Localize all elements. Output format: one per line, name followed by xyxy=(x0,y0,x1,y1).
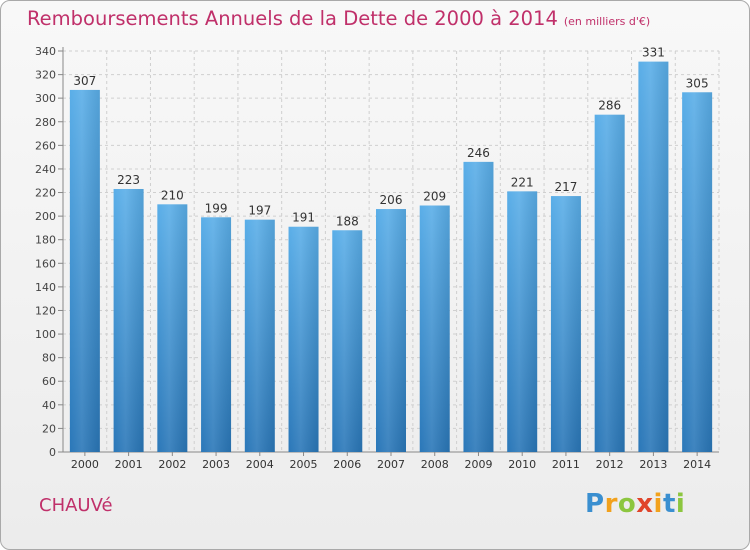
y-tick-label: 300 xyxy=(35,92,56,105)
bar-shade-2001 xyxy=(113,188,144,452)
commune-name: CHAUVé xyxy=(39,495,113,516)
value-label: 246 xyxy=(467,146,490,160)
x-tick-label: 2006 xyxy=(333,458,361,471)
x-tick-label: 2014 xyxy=(683,458,711,471)
y-tick-label: 20 xyxy=(42,422,56,435)
y-tick-label: 120 xyxy=(35,304,56,317)
y-tick-label: 0 xyxy=(49,446,56,459)
value-label: 307 xyxy=(73,74,96,88)
bar-shade-2000 xyxy=(69,89,100,452)
x-tick-label: 2008 xyxy=(421,458,449,471)
bar-shade-2008 xyxy=(419,205,450,452)
y-tick-label: 160 xyxy=(35,257,56,270)
x-tick-label: 2001 xyxy=(115,458,143,471)
bar-shade-2011 xyxy=(550,196,581,452)
proxiti-logo: Proxiti xyxy=(585,489,686,519)
bar-shade-2014 xyxy=(682,92,713,452)
value-label: 286 xyxy=(598,99,621,113)
value-label: 223 xyxy=(117,173,140,187)
x-tick-label: 2009 xyxy=(464,458,492,471)
y-tick-label: 40 xyxy=(42,399,56,412)
value-label: 305 xyxy=(686,76,709,90)
x-tick-label: 2002 xyxy=(158,458,186,471)
bar-shade-2007 xyxy=(376,209,406,452)
bar-shade-2004 xyxy=(244,219,275,452)
bar-shade-2003 xyxy=(201,217,232,452)
x-tick-label: 2003 xyxy=(202,458,230,471)
chart-title: Remboursements Annuels de la Dette de 20… xyxy=(27,7,650,30)
value-label: 331 xyxy=(642,46,665,60)
labels: 307 2000 223 2001 210 2002 199 2003 197 2004 191 20… xyxy=(71,46,711,471)
bar-shade-2009 xyxy=(463,161,494,453)
x-tick-label: 2000 xyxy=(71,458,99,471)
y-tick-label: 80 xyxy=(42,352,56,365)
y-tick-label: 60 xyxy=(42,375,56,388)
value-label: 199 xyxy=(205,201,228,215)
bar-shade-2002 xyxy=(157,204,188,452)
y-tick-label: 240 xyxy=(35,163,56,176)
y-tick-label: 200 xyxy=(35,210,56,223)
bar-shade-2006 xyxy=(332,230,363,452)
value-label: 197 xyxy=(248,204,271,218)
bar-shade-2010 xyxy=(507,191,538,452)
x-tick-label: 2007 xyxy=(377,458,405,471)
value-label: 217 xyxy=(554,180,577,194)
y-tick-label: 280 xyxy=(35,116,56,129)
y-tick-label: 140 xyxy=(35,281,56,294)
chart-unit: (en milliers d'€) xyxy=(563,15,651,28)
y-tick-label: 180 xyxy=(35,234,56,247)
y-tick-label: 220 xyxy=(35,187,56,200)
chart-title-text: Remboursements Annuels de la Dette de 20… xyxy=(27,7,558,30)
bar-shade-2005 xyxy=(288,226,319,452)
y-tick-label: 260 xyxy=(35,139,56,152)
value-label: 206 xyxy=(380,193,403,207)
x-tick-label: 2004 xyxy=(246,458,274,471)
y-tick-label: 320 xyxy=(35,69,56,82)
x-tick-label: 2010 xyxy=(508,458,536,471)
value-label: 209 xyxy=(423,190,446,204)
value-label: 188 xyxy=(336,214,359,228)
value-label: 221 xyxy=(511,175,534,189)
x-tick-label: 2011 xyxy=(552,458,580,471)
x-tick-label: 2005 xyxy=(290,458,318,471)
value-label: 210 xyxy=(161,188,184,202)
x-tick-label: 2013 xyxy=(639,458,667,471)
y-tick-label: 100 xyxy=(35,328,56,341)
bar-shade-2012 xyxy=(594,114,625,452)
value-label: 191 xyxy=(292,211,315,225)
bars xyxy=(69,61,713,453)
bar-shade-2013 xyxy=(638,61,669,452)
x-tick-label: 2012 xyxy=(596,458,624,471)
y-tick-label: 340 xyxy=(35,45,56,58)
